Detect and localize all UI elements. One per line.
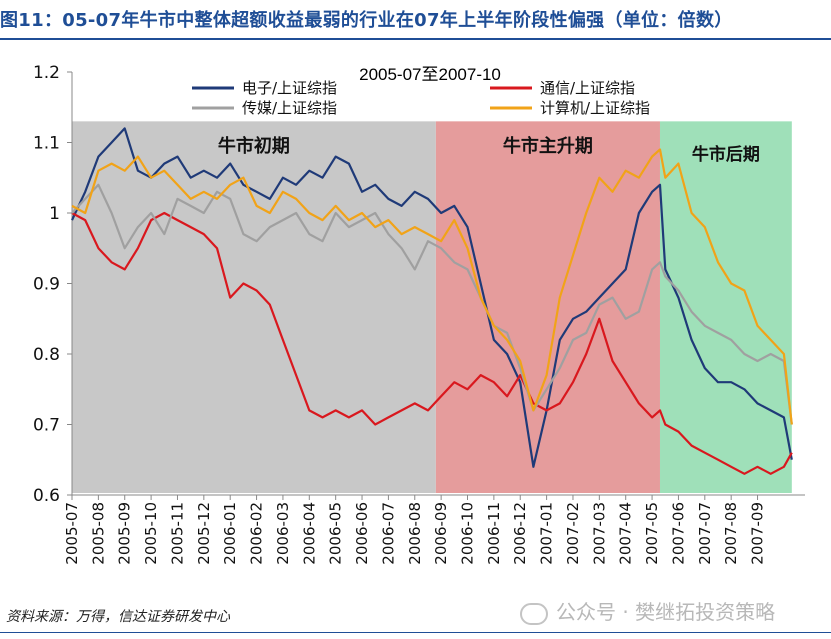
x-tick-label: 2006-10 — [459, 502, 477, 565]
phase-label: 牛市主升期 — [503, 135, 593, 157]
x-tick-label: 2005-09 — [116, 502, 134, 565]
watermark-text: 公众号 · 樊继拓投资策略 — [556, 600, 776, 624]
y-tick-label: 0.7 — [33, 416, 60, 436]
y-tick-label: 0.8 — [33, 345, 60, 365]
x-tick-label: 2006-02 — [248, 502, 266, 565]
x-tick-label: 2006-11 — [485, 502, 503, 565]
x-tick-label: 2006-01 — [221, 502, 239, 565]
series-line — [71, 148, 793, 425]
x-tick-label: 2007-04 — [617, 502, 635, 565]
x-tick-label: 2006-06 — [353, 502, 371, 565]
series-line — [71, 211, 793, 475]
x-tick-label: 2006-03 — [274, 502, 292, 565]
x-tick-label: 2006-08 — [406, 502, 424, 565]
x-tick-label: 2007-05 — [643, 502, 661, 565]
y-tick-label: 1.2 — [33, 63, 60, 83]
phase-labels: 牛市初期 牛市主升期 牛市后期 — [218, 135, 760, 165]
x-tick-label: 2007-03 — [590, 502, 608, 565]
source-note: 资料来源：万得，信达证券研发中心 — [6, 609, 230, 625]
phase-label: 牛市初期 — [218, 135, 290, 157]
legend-label: 通信/上证综指 — [540, 79, 635, 97]
x-tick-label: 2007-01 — [538, 502, 556, 565]
title-divider — [0, 38, 831, 40]
axes: 0.6 0.7 0.8 0.9 1 1.1 1.2 2005-07 2005-08 2005-09… — [33, 63, 805, 565]
phase-band — [435, 121, 660, 493]
series-lines — [71, 127, 793, 475]
x-tick-label: 2005-10 — [142, 502, 160, 565]
wechat-icon — [520, 602, 548, 625]
phase-bands — [72, 121, 792, 493]
series-line — [71, 127, 793, 468]
watermark: 公众号 · 樊继拓投资策略 — [520, 596, 775, 625]
chart-title: 2005-07至2007-10 — [359, 65, 501, 84]
x-tick-label: 2006-05 — [327, 502, 345, 565]
x-tick-label: 2005-12 — [195, 502, 213, 565]
x-tick-label: 2005-07 — [63, 502, 81, 565]
x-tick-label: 2006-09 — [432, 502, 450, 565]
x-tick-label: 2007-06 — [669, 502, 687, 565]
phase-band — [72, 121, 436, 493]
x-tick-label: 2007-02 — [564, 502, 582, 565]
phase-label: 牛市后期 — [692, 144, 760, 165]
series-line — [71, 183, 793, 425]
y-tick-label: 0.9 — [33, 275, 60, 295]
y-tick-label: 1 — [49, 204, 60, 224]
x-tick-label: 2006-04 — [300, 502, 318, 565]
y-tick-label: 0.6 — [33, 486, 60, 506]
x-tick-label: 2007-08 — [722, 502, 740, 565]
phase-band — [659, 121, 792, 493]
legend-label: 电子/上证综指 — [242, 79, 337, 97]
legend-label: 传媒/上证综指 — [242, 99, 337, 117]
footer-divider — [0, 632, 831, 633]
x-tick-label: 2005-11 — [168, 502, 186, 565]
x-tick-label: 2006-12 — [511, 502, 529, 565]
line-chart: 0.6 0.7 0.8 0.9 1 1.1 1.2 2005-07 2005-08 2005-09… — [33, 63, 805, 565]
figure-title: 图11：05-07年牛市中整体超额收益最弱的行业在07年上半年阶段性偏强（单位：… — [0, 10, 733, 31]
y-tick-label: 1.1 — [33, 134, 60, 154]
x-tick-label: 2006-07 — [379, 502, 397, 565]
legend-label: 计算机/上证综指 — [540, 99, 650, 117]
x-tick-label: 2005-08 — [89, 502, 107, 565]
x-tick-label: 2007-09 — [749, 502, 767, 565]
x-tick-label: 2007-07 — [696, 502, 714, 565]
